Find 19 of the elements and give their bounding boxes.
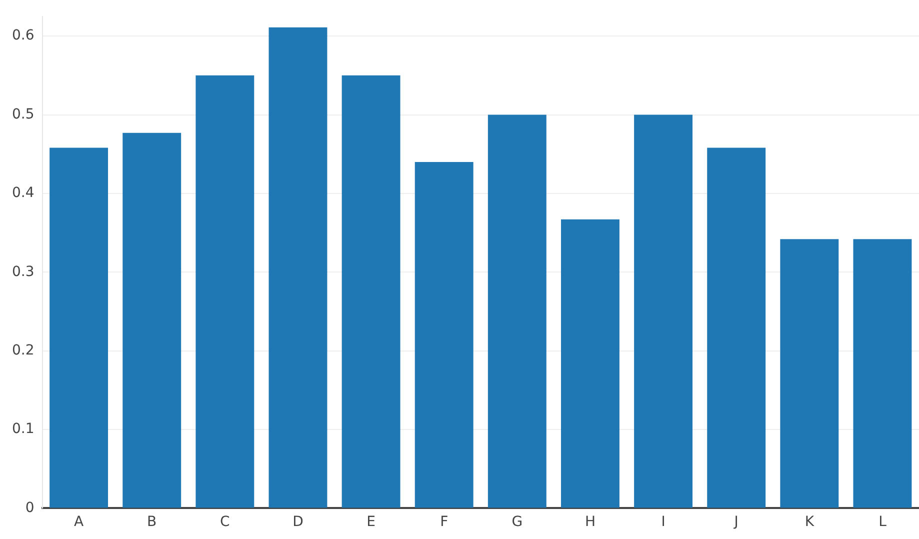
x-tick-label: E: [366, 514, 376, 530]
x-tick-label: G: [512, 514, 523, 530]
x-tick-label: H: [584, 514, 596, 530]
y-tick-label: 0.1: [12, 421, 34, 438]
y-tick-label: 0.6: [12, 28, 34, 44]
x-tick-label: I: [661, 514, 666, 530]
y-tick-label: 0: [25, 500, 34, 516]
x-tick-label: C: [220, 514, 230, 530]
x-tick-label: B: [147, 514, 157, 530]
x-tick-label: D: [292, 514, 304, 530]
y-tick-label: 0.2: [12, 342, 34, 358]
x-tick-label: K: [804, 514, 815, 530]
x-tick-label: A: [74, 514, 84, 530]
y-tick-label: 0.3: [12, 264, 34, 280]
y-tick-label: 0.4: [12, 185, 34, 202]
x-tick-label: L: [878, 514, 887, 530]
x-tick-label: F: [440, 514, 448, 530]
x-tick-label: J: [733, 514, 738, 530]
y-tick-label: 0.5: [12, 106, 34, 122]
